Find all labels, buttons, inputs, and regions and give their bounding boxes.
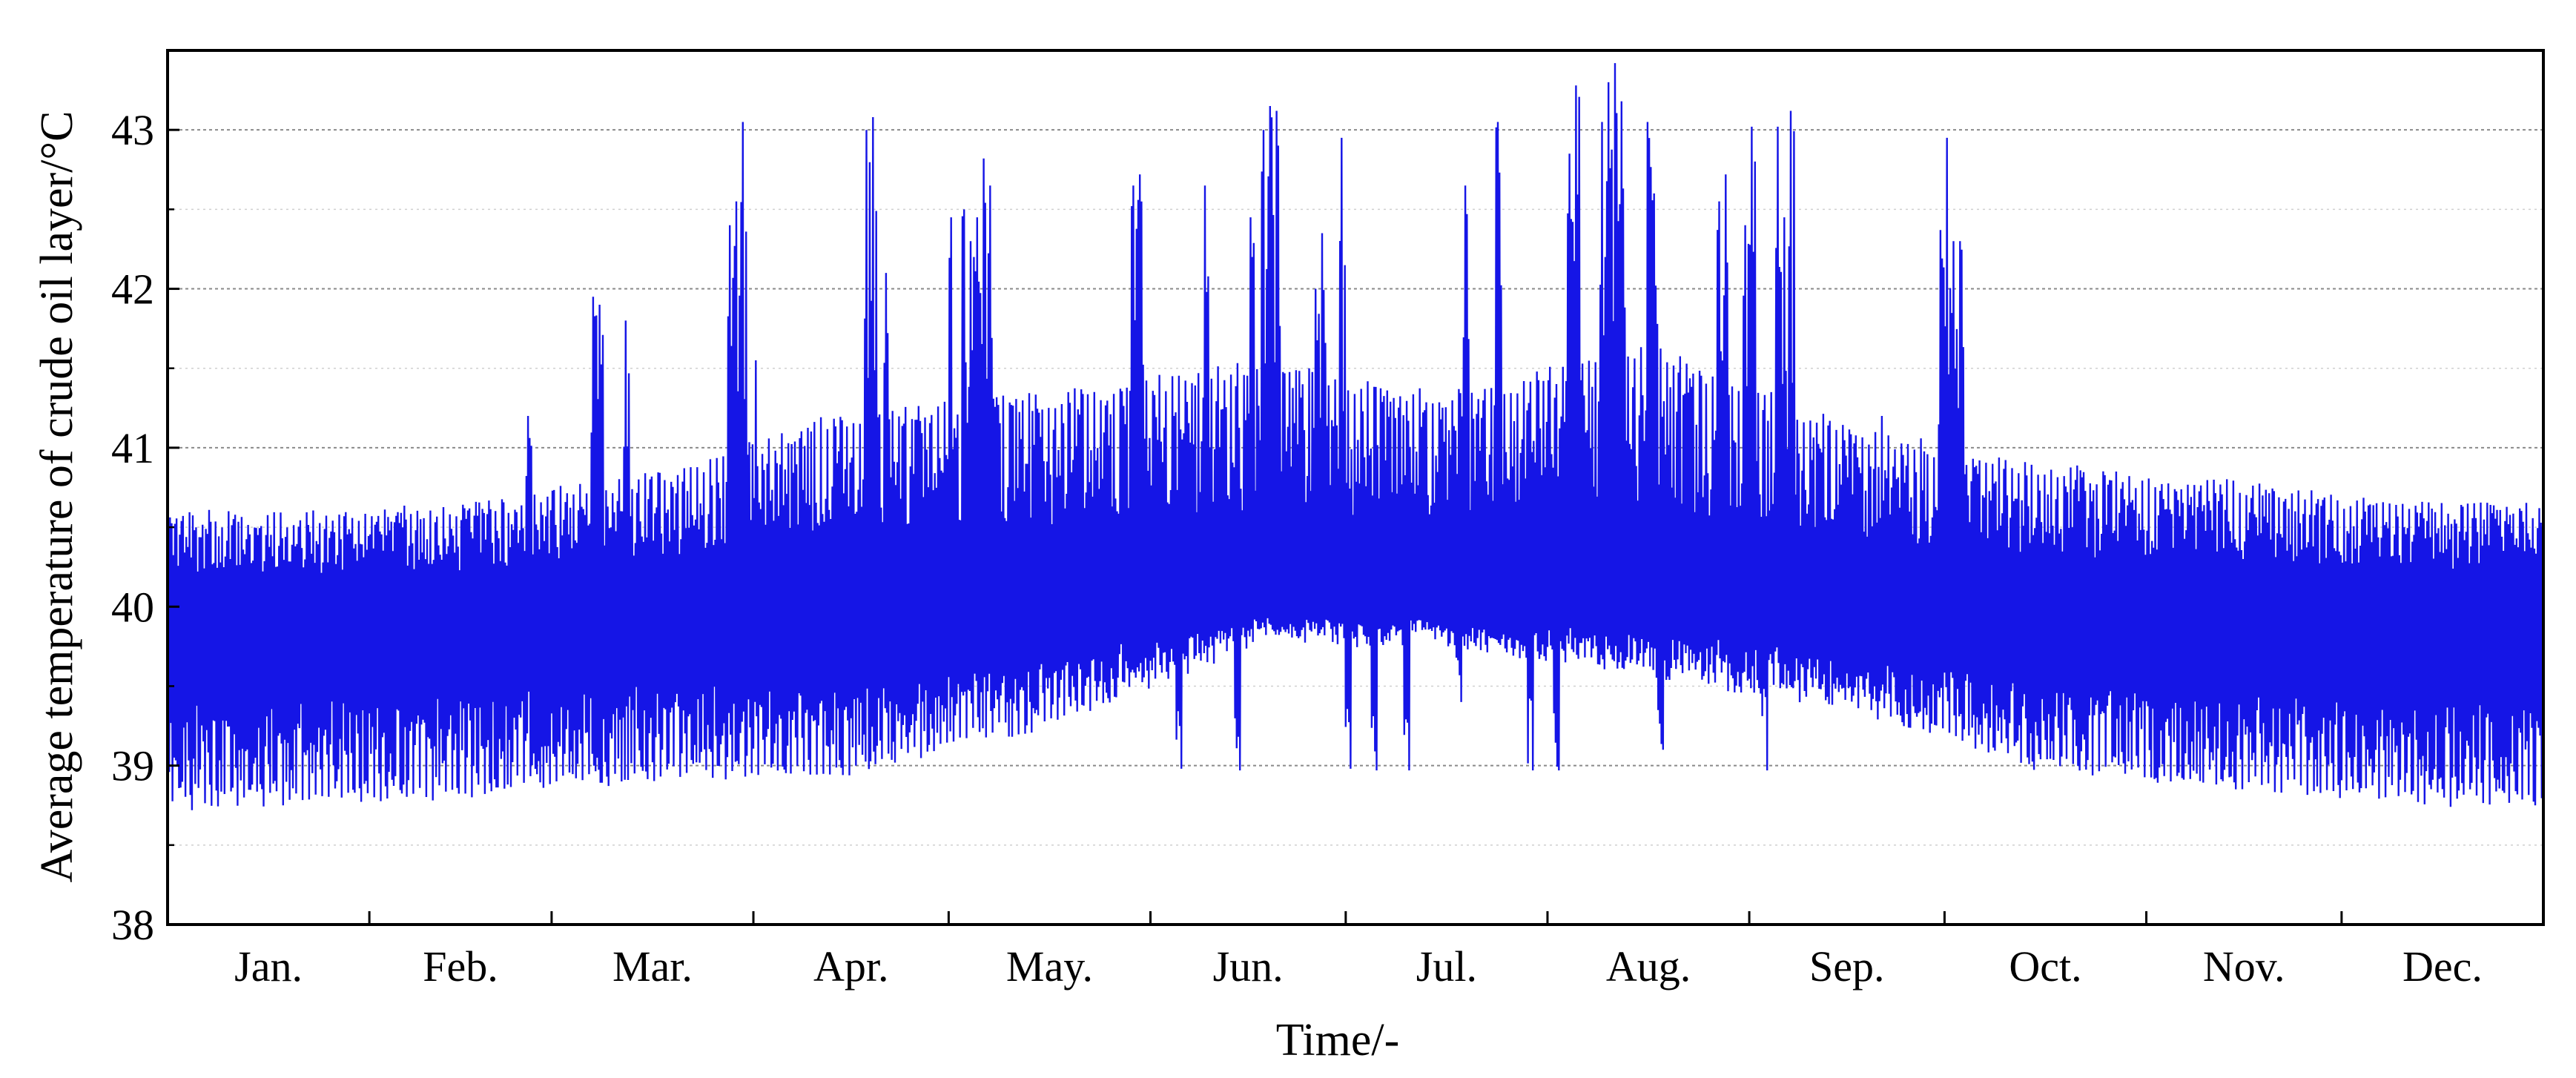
x-axis-ticks: Jan. Feb. Mar. Apr. May. Jun. Jul. Aug. Sep. Oct.…	[234, 911, 2483, 991]
y-axis-ticks: 38 39 40 41 42 43	[111, 106, 179, 949]
x-tick-label: Feb.	[423, 942, 498, 991]
x-tick-label: Jul.	[1416, 942, 1477, 991]
series-temperature	[166, 63, 2544, 810]
y-tick-label: 42	[111, 265, 154, 314]
y-tick-label: 43	[111, 106, 154, 154]
y-tick-label: 41	[111, 424, 154, 472]
axes	[166, 49, 2545, 926]
y-tick-label: 38	[111, 901, 154, 949]
y-tick-label: 40	[111, 583, 154, 631]
x-tick-label: Nov.	[2203, 942, 2285, 991]
x-tick-label: Jan.	[234, 942, 303, 991]
x-tick-label: Aug.	[1606, 942, 1691, 991]
series-line	[166, 63, 2544, 810]
x-axis-title: Time/-	[1276, 1015, 1400, 1065]
x-tick-label: Mar.	[612, 942, 693, 991]
plot-frame	[166, 49, 2545, 926]
y-axis-title: Average temperature of crude oil layer/°…	[32, 111, 82, 883]
x-tick-label: Jun.	[1213, 942, 1284, 991]
x-tick-label: Sep.	[1809, 942, 1885, 991]
x-tick-label: Oct.	[2009, 942, 2081, 991]
x-tick-label: Dec.	[2402, 942, 2483, 991]
x-tick-label: May.	[1006, 942, 1093, 991]
y-tick-label: 39	[111, 742, 154, 790]
x-tick-label: Apr.	[813, 942, 889, 991]
